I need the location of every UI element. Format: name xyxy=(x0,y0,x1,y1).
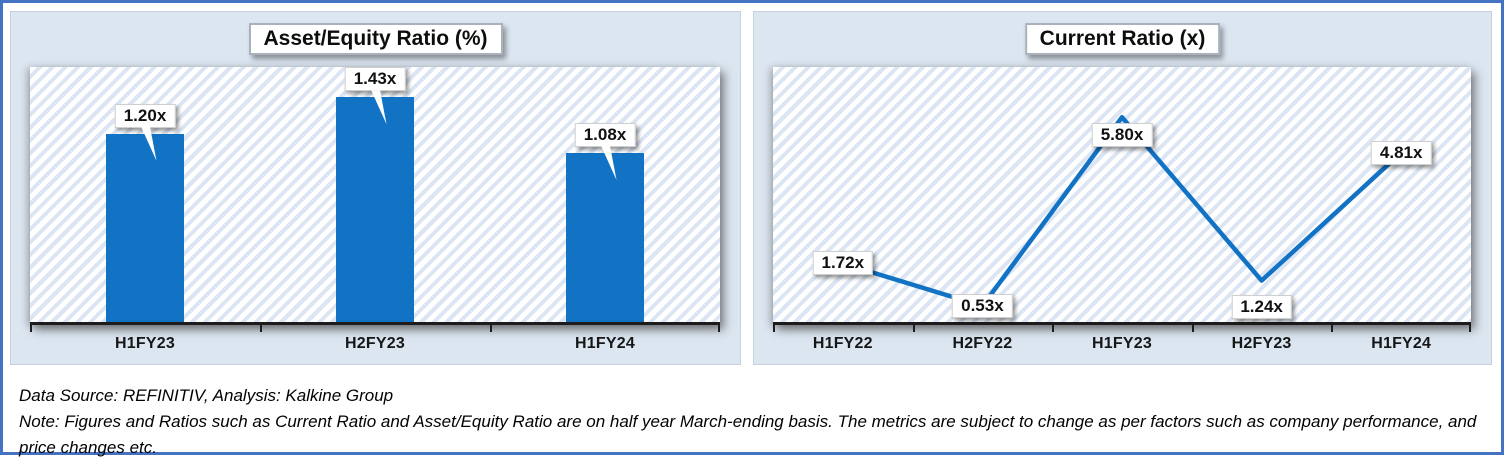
axis-tick xyxy=(490,325,492,332)
category-label-h2fy23: H2FY23 xyxy=(345,335,405,352)
bar-h1fy23 xyxy=(106,133,184,325)
category-label-h1fy23: H1FY23 xyxy=(1092,335,1152,352)
axis-tick xyxy=(1331,325,1334,332)
data-label-h1fy22: 1.72x xyxy=(812,251,874,276)
category-label-h2fy22: H2FY22 xyxy=(952,335,1013,352)
axis-tick xyxy=(1469,325,1471,332)
bar-h2fy23 xyxy=(336,97,414,325)
axis-tick xyxy=(30,325,32,332)
axis-tick xyxy=(718,325,720,332)
data-label-h2fy22: 0.53x xyxy=(952,294,1013,318)
callout-tail xyxy=(371,90,387,125)
category-label-h1fy24: H1FY24 xyxy=(1371,335,1432,352)
x-axis-line xyxy=(30,322,720,325)
axis-tick xyxy=(260,325,262,332)
current-ratio-plot-area: H1FY22 H2FY22 H1FY23 H2FY23 H1FY24 1.72x 0.53x… xyxy=(773,67,1471,352)
footer-notes: Data Source: REFINITIV, Analysis: Kalkin… xyxy=(19,383,1476,461)
current-ratio-line xyxy=(840,114,1404,309)
callout-tail xyxy=(601,146,617,180)
data-label-value: 1.20x xyxy=(114,103,176,128)
axis-tick xyxy=(912,325,915,332)
note-line-1: Note: Figures and Ratios such as Current… xyxy=(19,412,1477,431)
data-label-callout-h1fy24: 1.08x xyxy=(574,123,636,180)
data-label-callout-h1fy23: 1.20x xyxy=(114,103,176,161)
bar-h1fy24 xyxy=(566,153,644,325)
data-label-h2fy23: 1.24x xyxy=(1231,294,1292,319)
axis-tick xyxy=(1052,325,1055,332)
axis-tick xyxy=(1191,325,1194,332)
x-axis-line xyxy=(773,322,1471,325)
data-label-h1fy23: 5.80x xyxy=(1091,123,1153,148)
category-label-h2fy23: H2FY23 xyxy=(1231,335,1292,352)
asset-equity-chart-title: Asset/Equity Ratio (%) xyxy=(248,23,503,55)
line-series xyxy=(840,114,1404,309)
note-line-2: price changes etc. xyxy=(19,438,157,457)
asset-equity-chart-card: Asset/Equity Ratio (%) H1FY23 H2FY23 H1FY2… xyxy=(10,11,741,365)
axis-tick xyxy=(773,325,775,332)
category-label-h1fy24: H1FY24 xyxy=(575,335,635,352)
callout-tail xyxy=(141,126,157,161)
data-label-h1fy24: 4.81x xyxy=(1370,140,1432,165)
data-label-callout-h2fy23: 1.43x xyxy=(344,67,406,125)
data-label-value: 1.08x xyxy=(574,123,636,147)
current-ratio-chart-title: Current Ratio (x) xyxy=(1024,23,1221,55)
category-label-h1fy22: H1FY22 xyxy=(812,335,873,352)
asset-equity-plot-area: H1FY23 H2FY23 H1FY24 1.20x 1.43x 1.08x xyxy=(30,67,720,352)
current-ratio-chart-card: Current Ratio (x) H1FY22 H2FY22 H1FY23 H2FY… xyxy=(753,11,1492,365)
data-source-line: Data Source: REFINITIV, Analysis: Kalkin… xyxy=(19,386,394,405)
data-label-value: 1.43x xyxy=(344,67,406,92)
category-label-h1fy23: H1FY23 xyxy=(115,335,175,352)
